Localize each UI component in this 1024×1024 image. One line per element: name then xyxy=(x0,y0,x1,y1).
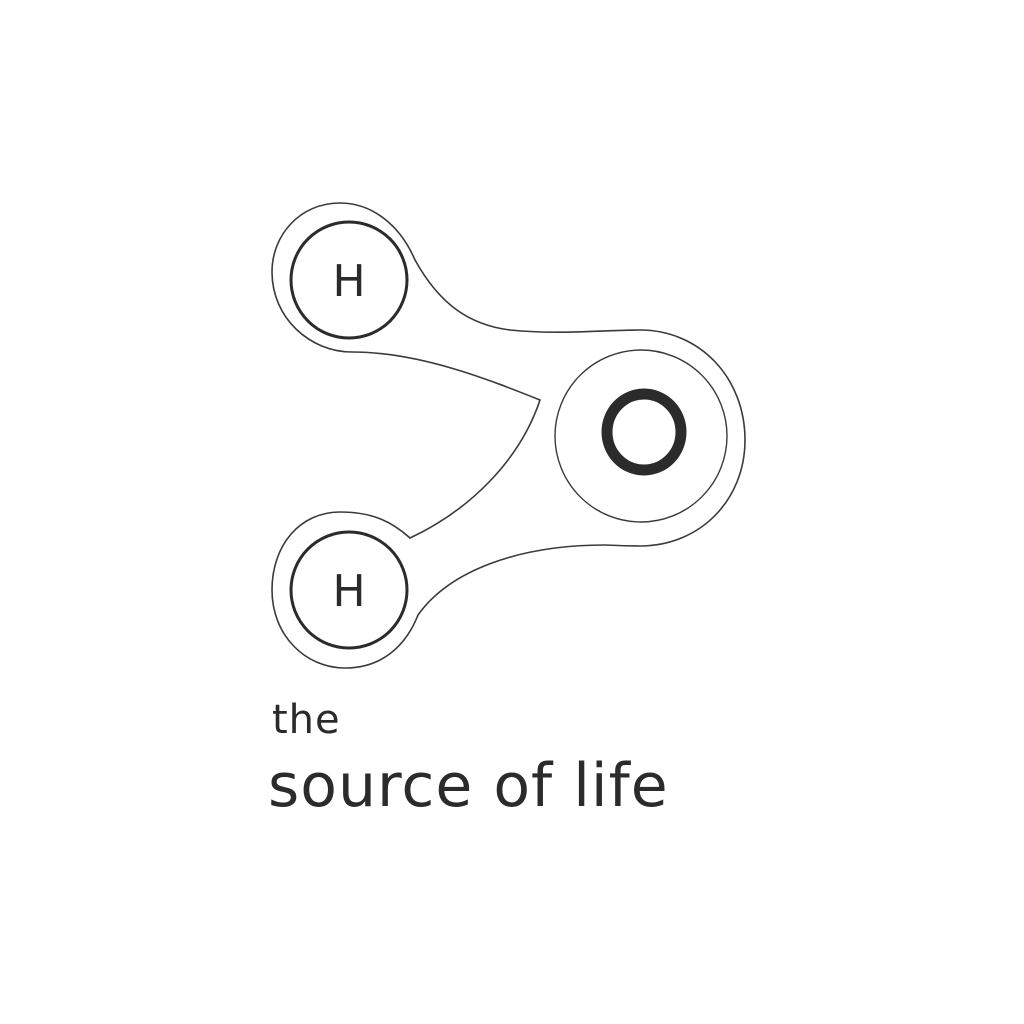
hydrogen-top-label: H xyxy=(332,256,365,307)
tagline-source-of-life: source of life xyxy=(268,751,669,821)
tagline-the: the xyxy=(272,697,341,743)
oxygen-symbol xyxy=(601,388,687,476)
hydrogen-bottom-label: H xyxy=(332,566,365,617)
hydrogen-bottom-circle xyxy=(289,530,409,650)
oxygen-ring xyxy=(554,349,728,523)
oxygen-symbol-text: O xyxy=(644,439,645,441)
hydrogen-top-circle xyxy=(289,220,409,340)
molecule-outline xyxy=(271,202,746,669)
